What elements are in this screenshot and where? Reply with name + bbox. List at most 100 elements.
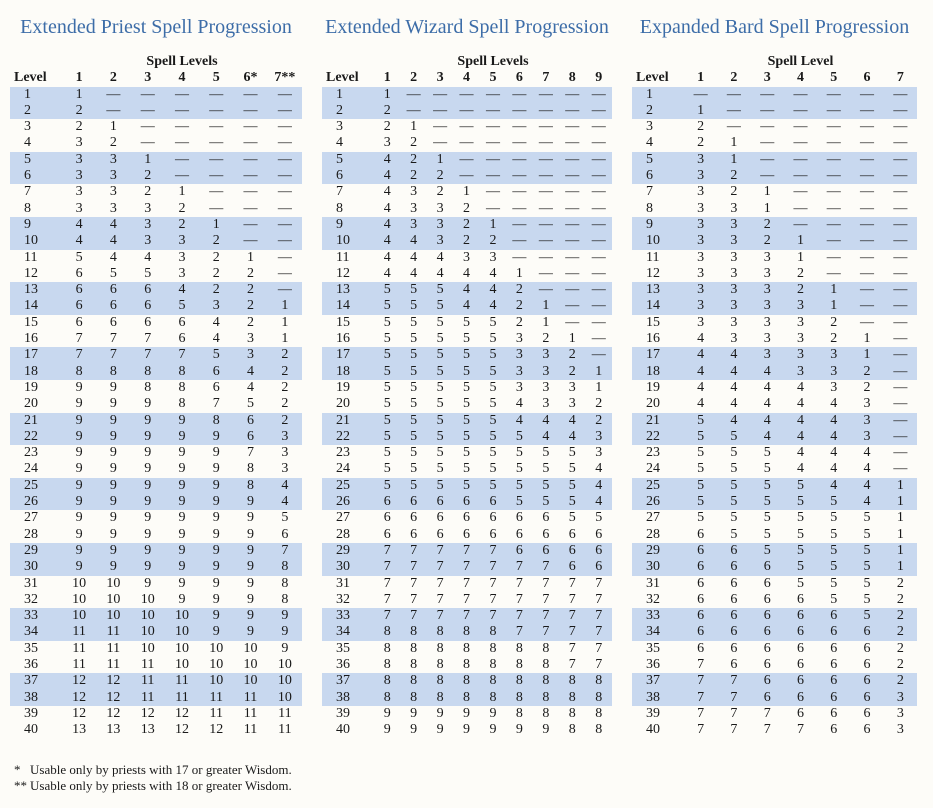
table-row: 38 7 7 6 6 6 6 3 bbox=[632, 689, 917, 706]
slot-cell: — bbox=[850, 102, 884, 120]
slot-cell: — bbox=[817, 216, 851, 234]
slot-cell: — bbox=[826, 135, 841, 151]
slot-cell: 6 bbox=[783, 624, 818, 641]
slot-cell: — bbox=[585, 168, 612, 185]
table-row: 7 3 2 1 — — — — bbox=[632, 184, 917, 200]
level-cell: 8 bbox=[24, 200, 31, 216]
slot-cell: 8 bbox=[559, 673, 586, 690]
level-cell: 9 bbox=[322, 216, 374, 234]
slot-cell: 1 bbox=[763, 184, 771, 200]
table-row: 3 2 1 — — — — — bbox=[10, 119, 302, 135]
slot-cell: 9 bbox=[75, 396, 83, 412]
slot-cell: — bbox=[893, 249, 908, 265]
level-cell: 21 bbox=[10, 412, 62, 429]
slot-cell: 2 bbox=[281, 396, 289, 412]
level-cell: 37 bbox=[632, 673, 684, 690]
slot-cell: 6 bbox=[697, 526, 705, 542]
level-cell: 32 bbox=[24, 591, 38, 607]
table-row: 35 8 8 8 8 8 8 8 7 7 bbox=[322, 641, 612, 657]
slot-cell: — bbox=[506, 168, 533, 185]
level-cell: 24 bbox=[24, 461, 38, 477]
table-title: Extended Priest Spell Progression bbox=[20, 16, 292, 38]
slot-cell: 3 bbox=[506, 363, 533, 380]
slot-cell: — bbox=[783, 216, 818, 234]
slot-cell: 3 bbox=[281, 445, 289, 461]
slot-cell: 10 bbox=[130, 608, 165, 625]
level-cell: 38 bbox=[632, 689, 684, 706]
slot-cell: 5 bbox=[479, 363, 507, 380]
slot-cell: 5 bbox=[426, 477, 454, 495]
table-row: 32 7 7 7 7 7 7 7 7 7 bbox=[322, 592, 612, 608]
slot-cell: 7 bbox=[542, 575, 550, 591]
slot-cell: 4 bbox=[559, 412, 586, 429]
slot-cell: 7 bbox=[426, 542, 454, 560]
group-header: Spell Levels bbox=[146, 54, 218, 69]
table-row: 27 9 9 9 9 9 9 5 bbox=[10, 510, 302, 526]
slot-cell: 13 bbox=[106, 722, 121, 738]
slot-cell: 3 bbox=[783, 347, 818, 364]
level-cell: 2 bbox=[322, 102, 374, 120]
level-cell: 14 bbox=[632, 298, 684, 315]
slot-cell: 5 bbox=[383, 445, 391, 461]
level-cell: 10 bbox=[10, 233, 62, 250]
table-row: 30 9 9 9 9 9 9 8 bbox=[10, 559, 302, 576]
table-row: 29 7 7 7 7 7 6 6 6 6 bbox=[322, 542, 612, 560]
slot-cell: — bbox=[400, 86, 427, 103]
column-header: 8 bbox=[568, 70, 576, 86]
slot-cell: 4 bbox=[212, 331, 220, 347]
slot-cell: 4 bbox=[532, 428, 560, 446]
slot-cell: — bbox=[826, 249, 841, 265]
slot-cell: 6 bbox=[130, 282, 165, 299]
slot-cell: 1 bbox=[595, 379, 603, 395]
slot-cell: 4 bbox=[783, 412, 818, 429]
slot-cell: 9 bbox=[144, 510, 152, 526]
slot-cell: 11 bbox=[130, 689, 165, 706]
slot-cell: 7 bbox=[697, 722, 705, 738]
slot-cell: 4 bbox=[697, 396, 705, 412]
slot-cell: — bbox=[860, 265, 875, 281]
slot-cell: 3 bbox=[684, 298, 718, 315]
slot-cell: 8 bbox=[585, 673, 612, 690]
slot-cell: 7 bbox=[559, 624, 586, 641]
slot-cell: 6 bbox=[489, 526, 497, 542]
slot-cell: 11 bbox=[106, 656, 121, 672]
slot-cell: 3 bbox=[506, 347, 533, 364]
slot-cell: 2 bbox=[896, 591, 904, 607]
slot-cell: 9 bbox=[267, 608, 302, 625]
slot-cell: 5 bbox=[850, 559, 884, 576]
slot-cell: 1 bbox=[783, 233, 818, 250]
slot-cell: 5 bbox=[453, 412, 480, 429]
level-cell: 31 bbox=[24, 575, 38, 591]
slot-cell: 10 bbox=[199, 673, 234, 690]
slot-cell: 5 bbox=[463, 396, 471, 412]
slot-cell: 7 bbox=[559, 608, 586, 625]
slot-cell: 5 bbox=[763, 510, 771, 526]
slot-cell: 10 bbox=[174, 656, 189, 672]
slot-cell: — bbox=[130, 86, 165, 103]
table-body: 1 1— — — — — —2 2— — — — — —3 2 1— — — — —4 3 2— — — — —5 3 3 1— — — —… bbox=[10, 86, 302, 739]
table-row: 14 6 6 6 5 3 2 1 bbox=[10, 298, 302, 315]
table-row: 29 6 6 5 5 5 5 1 bbox=[632, 542, 917, 560]
slot-cell: 8 bbox=[267, 559, 302, 576]
slot-cell: 7 bbox=[247, 445, 255, 461]
slot-cell: 9 bbox=[164, 477, 200, 495]
slot-cell: 5 bbox=[247, 396, 255, 412]
slot-cell: 5 bbox=[400, 363, 427, 380]
slot-cell: 6 bbox=[850, 689, 884, 706]
table-row: 24 9 9 9 9 9 8 3 bbox=[10, 461, 302, 477]
column-header: Level bbox=[326, 70, 359, 86]
slot-cell: 5 bbox=[479, 477, 507, 495]
slot-cell: 8 bbox=[374, 689, 401, 706]
slot-cell: 8 bbox=[96, 363, 131, 380]
slot-cell: 3 bbox=[697, 184, 705, 200]
slot-cell: 5 bbox=[453, 477, 480, 495]
slot-cell: 3 bbox=[730, 265, 738, 281]
slot-cell: 5 bbox=[436, 331, 444, 347]
level-cell: 13 bbox=[10, 282, 62, 299]
slot-cell: 11 bbox=[243, 705, 258, 721]
slot-cell: 5 bbox=[463, 331, 471, 347]
slot-cell: 6 bbox=[697, 640, 705, 656]
slot-cell: 6 bbox=[817, 624, 851, 641]
slot-cell: 6 bbox=[717, 624, 751, 641]
